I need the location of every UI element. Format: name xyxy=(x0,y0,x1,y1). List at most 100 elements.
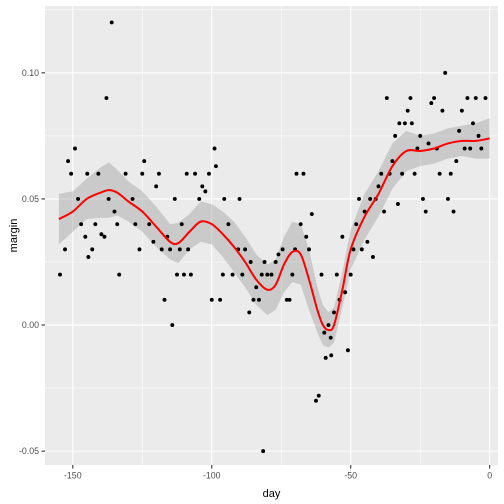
data-point xyxy=(99,232,104,237)
data-point xyxy=(473,96,478,101)
data-point xyxy=(451,209,456,214)
data-point xyxy=(304,234,309,239)
data-point xyxy=(104,96,109,101)
data-point xyxy=(319,272,324,277)
confidence-band xyxy=(58,118,490,348)
data-point xyxy=(368,196,373,201)
data-point xyxy=(262,260,267,264)
data-point xyxy=(423,209,428,214)
data-point xyxy=(130,196,135,201)
data-point xyxy=(209,297,214,302)
data-point xyxy=(259,272,264,277)
y-tick-label: -0.05 xyxy=(19,446,39,456)
data-point xyxy=(446,196,450,201)
data-point xyxy=(156,171,161,176)
data-point xyxy=(471,121,475,126)
data-point xyxy=(83,234,88,239)
data-point xyxy=(418,133,423,138)
data-point xyxy=(133,222,138,227)
data-point xyxy=(240,272,245,277)
data-point xyxy=(408,96,413,101)
data-point xyxy=(66,159,71,164)
data-point xyxy=(63,247,67,252)
data-point xyxy=(212,146,217,151)
data-point xyxy=(265,272,270,277)
data-point xyxy=(448,171,453,176)
data-point xyxy=(440,108,445,113)
data-point xyxy=(384,96,389,101)
data-point xyxy=(218,297,223,302)
y-tick-label: 0.10 xyxy=(22,68,39,78)
data-point xyxy=(409,121,414,126)
data-point xyxy=(186,247,191,252)
y-tick-label: 0.00 xyxy=(22,320,39,330)
data-point xyxy=(257,297,261,302)
data-point xyxy=(362,209,367,214)
data-point xyxy=(287,297,292,302)
data-point xyxy=(437,171,442,176)
data-point xyxy=(402,121,407,126)
data-point xyxy=(261,449,266,454)
data-point xyxy=(426,141,431,146)
data-point xyxy=(230,272,235,277)
data-point xyxy=(294,171,299,176)
data-point xyxy=(162,297,167,302)
y-axis-title: margin xyxy=(8,219,20,253)
data-point xyxy=(151,239,156,244)
data-point xyxy=(115,222,120,227)
grid-minor xyxy=(45,6,498,465)
data-point xyxy=(307,247,311,252)
y-tick-label: 0.05 xyxy=(22,194,39,204)
data-point xyxy=(290,272,295,277)
data-point xyxy=(454,159,459,164)
data-point xyxy=(168,247,173,252)
data-point xyxy=(328,335,333,340)
data-point xyxy=(309,212,314,217)
data-point xyxy=(273,260,278,264)
data-point xyxy=(314,398,318,403)
data-point xyxy=(172,196,177,201)
data-point xyxy=(382,209,387,214)
data-point xyxy=(247,310,252,315)
data-point xyxy=(348,272,353,277)
data-point xyxy=(280,247,285,252)
data-point xyxy=(159,247,164,252)
data-point xyxy=(93,222,98,227)
x-tick-label: -50 xyxy=(344,471,357,481)
data-point xyxy=(483,96,488,101)
data-point xyxy=(465,96,470,101)
data-point xyxy=(226,222,231,227)
data-point xyxy=(188,272,193,277)
data-point xyxy=(248,260,253,264)
data-point xyxy=(316,393,321,398)
data-point xyxy=(345,348,350,353)
x-axis-title: day xyxy=(263,488,281,500)
data-point xyxy=(376,184,381,189)
data-point xyxy=(179,222,184,227)
data-point xyxy=(117,272,122,277)
data-point xyxy=(177,247,182,252)
data-point xyxy=(200,184,205,189)
data-point xyxy=(243,247,248,252)
x-tick-label: -100 xyxy=(203,471,221,481)
data-point xyxy=(323,355,328,360)
data-point xyxy=(457,128,462,133)
data-point xyxy=(468,146,473,151)
data-point xyxy=(112,209,117,214)
data-point xyxy=(400,171,405,176)
data-point xyxy=(334,272,339,277)
data-point xyxy=(137,247,142,252)
data-point xyxy=(326,323,331,327)
data-point xyxy=(343,290,348,295)
x-axis: -150 -100 -50 0 xyxy=(64,465,492,481)
data-point xyxy=(269,272,274,277)
data-point xyxy=(276,252,281,257)
data-point xyxy=(96,171,101,176)
data-point xyxy=(140,171,145,176)
data-point xyxy=(203,189,208,194)
data-point xyxy=(90,247,95,252)
data-point xyxy=(237,196,242,201)
data-point xyxy=(184,171,189,176)
data-point xyxy=(298,222,303,227)
data-point xyxy=(421,196,425,201)
